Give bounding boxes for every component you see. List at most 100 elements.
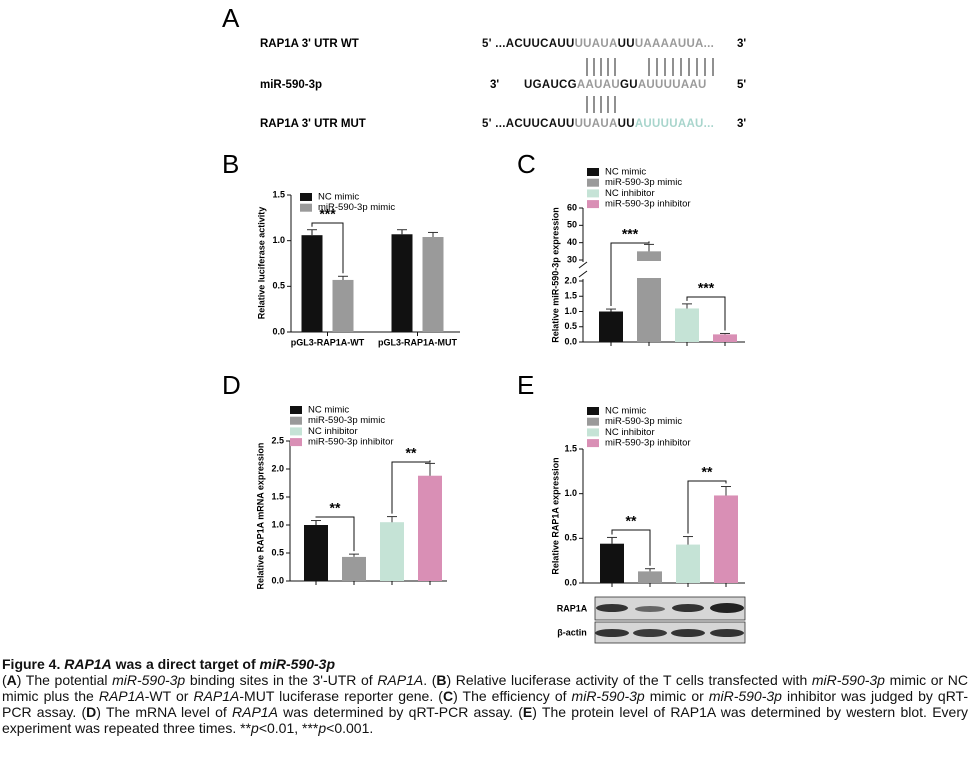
- caption-text: p: [318, 720, 327, 736]
- x-tick-label: pGL3-RAP1A-MUT: [378, 337, 457, 347]
- y-axis-label: Relative RAP1A mRNA expression: [255, 443, 265, 590]
- y-tick-label: 1.5: [564, 291, 577, 301]
- sequence-segment: UUAUA: [575, 38, 618, 50]
- error-bar: [311, 520, 321, 525]
- y-tick-label: 0.5: [272, 281, 285, 291]
- legend-label: miR-590-3p inhibitor: [308, 437, 394, 448]
- y-axis-label: Relative RAP1A expression: [550, 457, 560, 574]
- caption-text: ) Relative luciferase activity of the T …: [446, 672, 812, 688]
- sequence-segment: UGAUCG: [524, 79, 577, 91]
- significance-label: **: [626, 513, 637, 529]
- caption-text: RAP1A: [232, 704, 278, 720]
- sequence: UGAUCGAAUAUGUAUUUUAAU: [524, 79, 707, 91]
- y-tick-label: 60: [567, 202, 577, 212]
- caption-text: ) The mRNA level of: [96, 704, 232, 720]
- caption-text: was determined by qRT-PCR assay. (: [277, 704, 523, 720]
- legend-label: miR-590-3p mimic: [318, 202, 395, 213]
- caption-text: C: [442, 688, 454, 704]
- significance-label: **: [702, 464, 713, 480]
- legend-swatch: [300, 193, 312, 201]
- sequence-segment: 5' ...ACUUCAUU: [482, 118, 575, 130]
- error-bar: [682, 303, 692, 309]
- caption-text: ) The protein level of RAP1A was determi…: [2, 704, 968, 736]
- sequence-end: 5': [737, 79, 746, 91]
- legend-label: miR-590-3p mimic: [605, 416, 682, 427]
- sequence-end: 3': [737, 38, 746, 50]
- error-bar: [397, 229, 407, 235]
- sequence-name: miR-590-3p: [260, 79, 322, 91]
- significance-bracket: [610, 241, 650, 307]
- significance-label: **: [406, 445, 417, 461]
- legend-swatch: [290, 406, 302, 414]
- y-tick-label: 50: [567, 220, 577, 230]
- caption-text: E: [522, 704, 533, 720]
- sequence-segment: AUUUUAAU: [638, 79, 707, 91]
- bar: [675, 308, 699, 342]
- y-tick-label: 0.5: [564, 321, 577, 331]
- legend-swatch: [587, 168, 599, 176]
- significance-bracket: [311, 222, 344, 274]
- error-bar: [338, 275, 348, 280]
- legend-swatch: [290, 416, 302, 425]
- error-bar: [307, 229, 317, 236]
- sequence-segment: AAUAU: [577, 79, 620, 91]
- sequence-segment: 5' ...ACUUCAUU: [482, 38, 575, 50]
- legend-swatch: [587, 189, 599, 198]
- caption-text: D: [86, 704, 97, 720]
- y-tick-label: 1.0: [564, 488, 577, 498]
- caption-text: Figure 4.: [2, 656, 65, 672]
- caption-text: ) The potential: [16, 672, 113, 688]
- caption-text: miR-590-3p: [571, 688, 645, 704]
- caption-text: B: [436, 672, 447, 688]
- x-tick-label: pGL3-RAP1A-WT: [291, 337, 365, 347]
- caption-text: RAP1A: [98, 688, 145, 704]
- y-tick-label: 1.0: [564, 306, 577, 316]
- legend-swatch: [587, 439, 599, 448]
- sequence-name: RAP1A 3' UTR MUT: [260, 118, 366, 130]
- panel-label: B: [222, 149, 239, 179]
- error-bar: [721, 486, 731, 496]
- bar: [380, 522, 404, 581]
- y-axis-label: Relative luciferase activity: [256, 207, 266, 320]
- western-blot: [594, 596, 746, 644]
- caption-text: . (: [423, 672, 437, 688]
- significance-bracket: [687, 480, 727, 534]
- legend-label: miR-590-3p inhibitor: [605, 199, 691, 210]
- break-gap: [636, 261, 662, 278]
- y-tick-label: 2.0: [271, 463, 284, 473]
- caption-text: was a direct target of: [111, 656, 260, 672]
- bar: [714, 495, 738, 583]
- y-tick-label: 1.0: [272, 235, 285, 245]
- y-tick-label: 0.0: [272, 326, 285, 336]
- axis-break: [578, 270, 588, 278]
- panel-label: D: [222, 370, 241, 400]
- panel-label: C: [517, 149, 536, 179]
- blot-label: β-actin: [557, 627, 587, 637]
- y-tick-label: 1.5: [272, 189, 285, 199]
- legend-label: NC inhibitor: [605, 427, 655, 438]
- sequence-segment: UU: [618, 38, 635, 50]
- legend-swatch: [290, 427, 302, 436]
- significance-bracket: [686, 296, 726, 331]
- sequence-segment: GU: [620, 79, 638, 91]
- caption-text: inhibitor was judged by qRT-PCR assay. (: [2, 688, 968, 720]
- error-bar: [428, 231, 438, 238]
- legend-swatch: [587, 417, 599, 426]
- caption-body: (A) The potential miR-590-3p binding sit…: [2, 672, 968, 736]
- bar: [342, 556, 366, 581]
- sequence-segment: UUAUA: [575, 118, 618, 130]
- significance-label: ***: [698, 280, 715, 296]
- bar: [600, 543, 624, 583]
- legend-label: miR-590-3p mimic: [605, 177, 682, 188]
- bar: [304, 525, 328, 581]
- sequence-start: 3': [490, 79, 499, 91]
- sequence-end: 3': [737, 118, 746, 130]
- caption-text: (: [2, 672, 7, 688]
- bar: [418, 475, 442, 581]
- pairing-lines: [586, 58, 714, 113]
- legend-swatch: [587, 200, 599, 209]
- error-bar: [425, 462, 435, 476]
- caption-text: p: [251, 720, 259, 736]
- caption-text: -MUT luciferase reporter gene. (: [239, 688, 443, 704]
